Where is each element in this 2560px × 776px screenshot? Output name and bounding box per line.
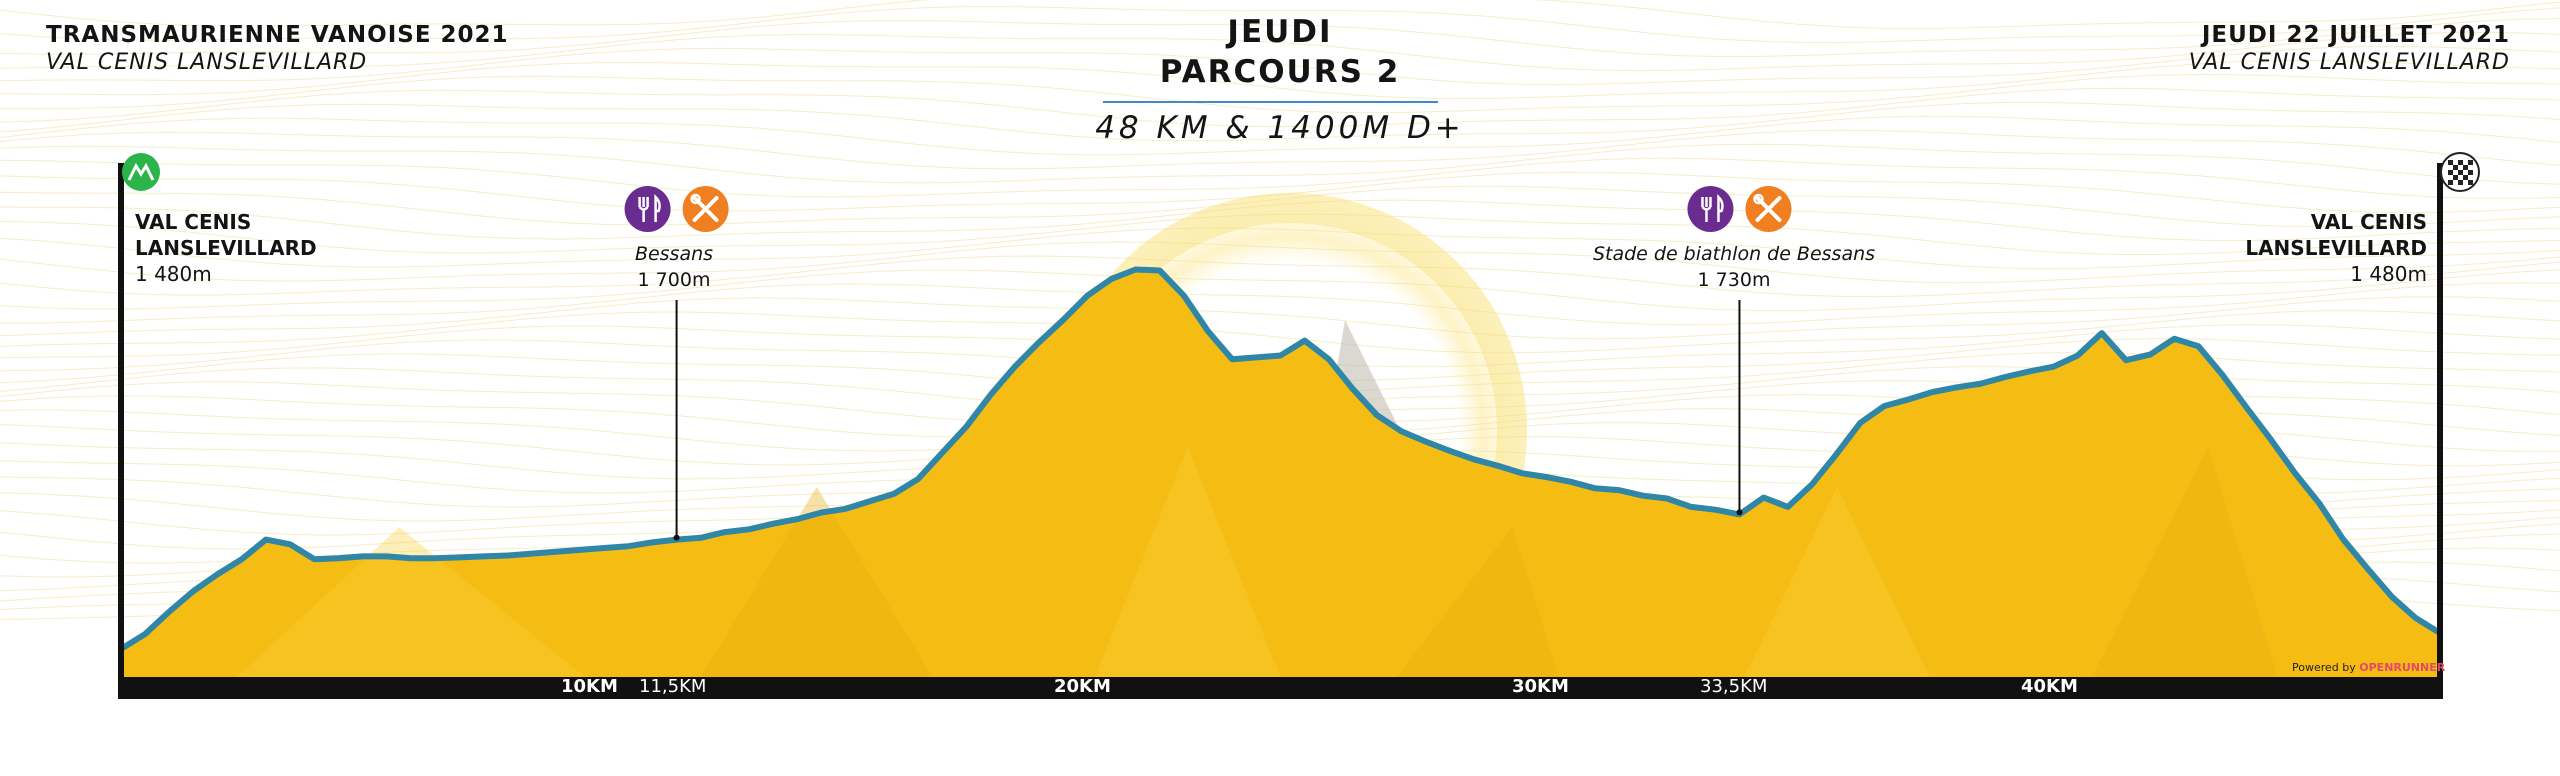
area-facet bbox=[700, 487, 933, 677]
area-facet bbox=[236, 527, 585, 677]
wrench-icon bbox=[682, 186, 729, 232]
finish-name-line1: VAL CENIS bbox=[2310, 210, 2427, 234]
contour-line bbox=[0, 45, 2560, 86]
fork-knife-icon bbox=[1687, 186, 1734, 232]
course-stats: 48 KM & 1400M D+ bbox=[1095, 110, 1465, 146]
x-tick-20km: 20KM bbox=[1054, 676, 1111, 697]
x-tick-waypoint-1: 11,5KM bbox=[639, 676, 707, 697]
waypoint-dot bbox=[1736, 509, 1743, 516]
waypoint-altitude: 1 700m bbox=[637, 269, 711, 291]
contour-line bbox=[0, 101, 2560, 142]
x-tick-waypoint-2: 33,5KM bbox=[1700, 676, 1768, 697]
event-location: VAL CENIS LANSLEVILLARD bbox=[46, 50, 368, 75]
contour-line bbox=[0, 115, 2560, 156]
start-altitude: 1 480m bbox=[135, 262, 212, 286]
contour-line bbox=[0, 87, 2560, 128]
x-axis-bar bbox=[118, 677, 2443, 699]
contour-line bbox=[0, 18, 2560, 58]
contour-line bbox=[0, 157, 2560, 199]
powered-by: Powered by OPENRUNNER bbox=[2292, 661, 2445, 674]
contour-line bbox=[0, 6, 2560, 44]
waypoint-altitude: 1 730m bbox=[1697, 269, 1771, 291]
area-facet bbox=[1744, 487, 1930, 677]
finish-name-line2: LANSLEVILLARD bbox=[2245, 236, 2427, 260]
contour-line bbox=[0, 60, 2560, 100]
start-name-line1: VAL CENIS bbox=[135, 210, 252, 234]
waypoint-label: Stade de biathlon de Bessans 1 730m bbox=[1554, 241, 1914, 293]
contour-line bbox=[0, 73, 2560, 114]
day-title: JEUDI bbox=[1227, 14, 1333, 50]
waypoint-dot bbox=[673, 534, 680, 541]
finish-label: VAL CENIS LANSLEVILLARD 1 480m bbox=[2245, 209, 2427, 287]
area-facet bbox=[2092, 447, 2278, 677]
x-tick-30km: 30KM bbox=[1512, 676, 1569, 697]
area-facet bbox=[1094, 447, 1281, 677]
contour-line bbox=[0, 0, 2560, 30]
finish-altitude: 1 480m bbox=[2350, 262, 2427, 286]
event-date: JEUDI 22 JUILLET 2021 bbox=[2201, 22, 2510, 48]
waypoint-name: Stade de biathlon de Bessans bbox=[1592, 243, 1876, 265]
fork-knife-icon bbox=[624, 186, 671, 232]
contour-line bbox=[0, 143, 2560, 185]
start-flag-icon bbox=[122, 153, 160, 191]
contour-line bbox=[0, 129, 2560, 170]
course-title: PARCOURS 2 bbox=[1159, 54, 1401, 90]
event-location-right: VAL CENIS LANSLEVILLARD bbox=[2188, 50, 2510, 75]
x-tick-10km: 10KM bbox=[561, 676, 618, 697]
elevation-line bbox=[119, 266, 2442, 652]
title-divider bbox=[1103, 101, 1438, 103]
area-facet bbox=[1396, 527, 1559, 677]
finish-flag-icon bbox=[2440, 152, 2480, 192]
start-label: VAL CENIS LANSLEVILLARD 1 480m bbox=[135, 209, 317, 287]
waypoint-name: Bessans bbox=[634, 243, 714, 265]
contour-line bbox=[0, 31, 2560, 72]
powered-by-brand: OPENRUNNER bbox=[2359, 661, 2446, 674]
powered-by-prefix: Powered by bbox=[2292, 661, 2356, 674]
elevation-area bbox=[121, 269, 2440, 677]
event-title: TRANSMAURIENNE VANOISE 2021 bbox=[46, 22, 509, 48]
waypoint-label: Bessans 1 700m bbox=[494, 241, 854, 293]
start-name-line2: LANSLEVILLARD bbox=[135, 236, 317, 260]
wrench-icon bbox=[1745, 186, 1792, 232]
x-tick-40km: 40KM bbox=[2021, 676, 2078, 697]
